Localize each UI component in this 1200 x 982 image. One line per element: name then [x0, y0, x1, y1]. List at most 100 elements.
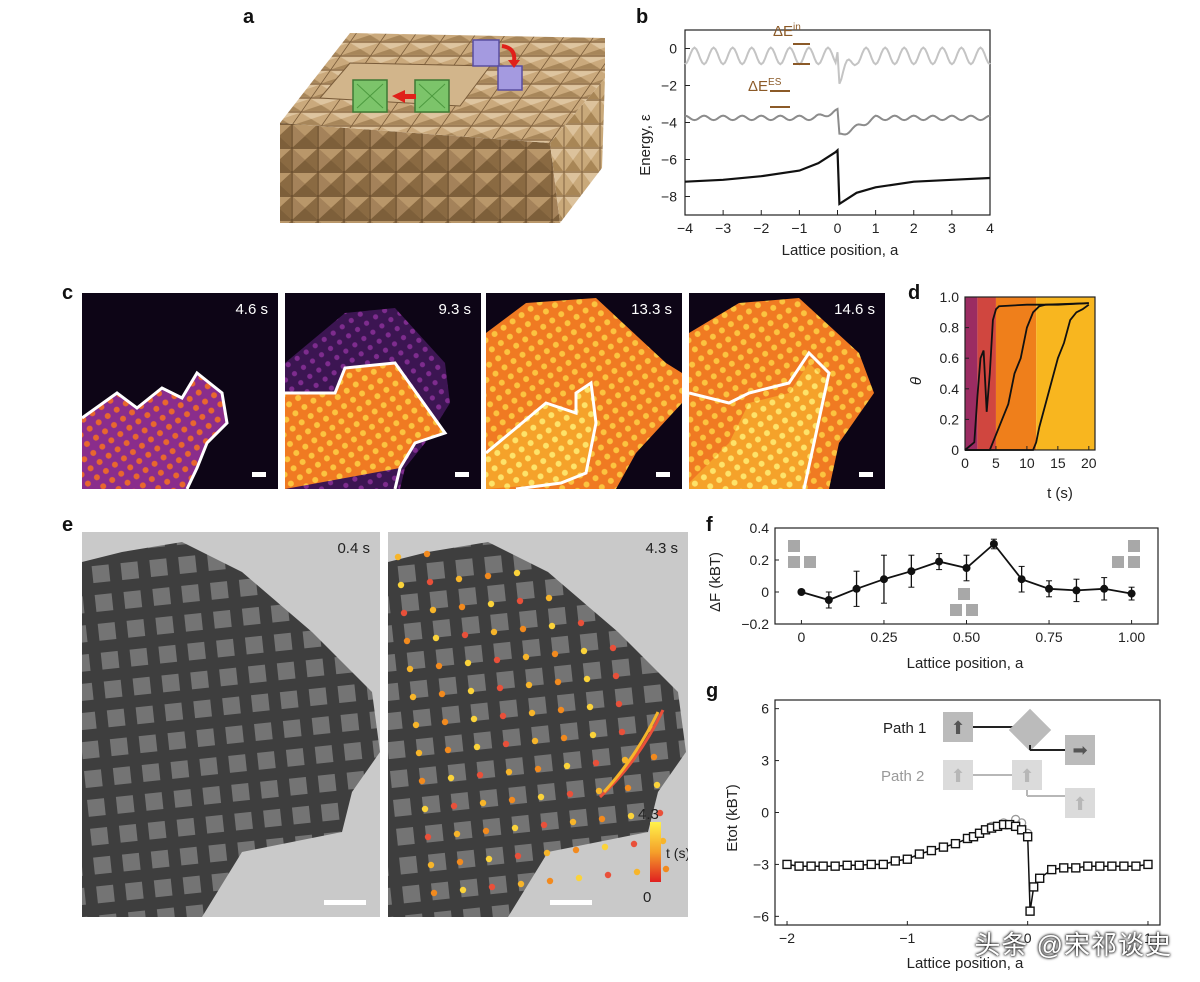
e-trajectory-dot: [499, 712, 507, 720]
e-trajectory-dot: [444, 746, 452, 754]
g-xlabel: Lattice position, a: [907, 955, 1024, 972]
scale-bar: [656, 472, 670, 477]
e-trajectory-dot: [429, 606, 437, 614]
d-ylabel: θ: [908, 377, 925, 385]
e-trajectory-dot: [537, 793, 545, 801]
e-trajectory-dot: [415, 749, 423, 757]
e-trajectory-dot: [569, 818, 577, 826]
e-trajectory-dot: [453, 830, 461, 838]
panel-label-a: a: [243, 6, 255, 28]
e-trajectory-dot: [397, 581, 405, 589]
frame-time-label: 4.6 s: [235, 301, 268, 318]
f-ylabel: ΔF (kBT): [707, 552, 724, 612]
g-data-point: [926, 845, 937, 856]
e-trajectory-dot: [441, 718, 449, 726]
e-trajectory-dot: [427, 861, 435, 869]
frame-time-label: 0.4 s: [337, 540, 370, 557]
frame-time-label: 14.6 s: [834, 301, 875, 318]
d-xtick-label: 5: [992, 455, 1000, 471]
g-xtick-label: −2: [779, 930, 795, 946]
scale-bar: [859, 472, 873, 477]
e-trajectory-dot: [455, 575, 463, 583]
e-trajectory-dot: [484, 572, 492, 580]
e-trajectory-dot: [598, 815, 606, 823]
g-ylabel: Etot (kBT): [724, 784, 741, 852]
micrograph-e2: 4.3 0 t (s) 4.3 s: [388, 532, 688, 917]
g-xtick-label: −1: [899, 930, 915, 946]
e-trajectory-dot: [618, 728, 626, 736]
g-data-point: [1034, 873, 1045, 883]
g-data-point: [1016, 825, 1027, 835]
d-xlabel: t (s): [1047, 485, 1073, 502]
g-data-point: [878, 859, 888, 870]
panel-label-d: d: [908, 282, 921, 304]
e-trajectory-dot: [545, 594, 553, 602]
b-xtick-label: 3: [948, 220, 956, 236]
colorbar-label: t (s): [666, 845, 688, 861]
d-time-band: [1036, 297, 1095, 450]
b-xtick-label: −4: [677, 220, 693, 236]
f-xtick-label: 1.00: [1118, 629, 1145, 645]
g-data-point: [854, 860, 864, 870]
e-trajectory-dot: [488, 883, 496, 891]
purple-cube: [497, 65, 523, 91]
f-data-point: [797, 588, 806, 596]
g-xtick-label: 1: [1144, 930, 1152, 946]
colorbar-max: 4.3: [638, 806, 659, 823]
f-data-point: [935, 557, 944, 566]
b-ytick-label: 0: [669, 41, 677, 57]
svg-text:⬆: ⬆: [950, 718, 965, 738]
e-trajectory-dot: [450, 802, 458, 810]
d-series-line: [965, 302, 1089, 451]
g-data-point: [1022, 832, 1033, 842]
e-trajectory-dot: [456, 858, 464, 866]
f-ytick-label: 0: [761, 584, 769, 600]
panel-label-e: e: [62, 514, 74, 536]
e-trajectory-dot: [583, 675, 591, 683]
g-data-point: [794, 861, 804, 871]
e-trajectory-dot: [479, 799, 487, 807]
e-trajectory-dot: [514, 852, 522, 860]
e-trajectory-dot: [656, 809, 664, 817]
g-data-point: [1083, 861, 1093, 871]
b-series-line: [684, 46, 991, 85]
g-data-point: [1028, 882, 1039, 892]
d-xtick-label: 15: [1050, 455, 1066, 471]
b-xtick-label: −1: [791, 220, 807, 236]
g-data-point: [1025, 906, 1035, 916]
e-trajectory-dot: [447, 774, 455, 782]
e-trajectory-dot: [650, 753, 658, 761]
free-energy-chart: 0 0.25 0.50 0.75 1.00 0.4 0.2 0 −0.2 ΔF (kBT) La…: [707, 520, 1159, 672]
e-trajectory-dot: [508, 796, 516, 804]
g-data-point: [890, 856, 901, 866]
e-trajectory-dot: [589, 731, 597, 739]
e-trajectory-dot: [563, 762, 571, 770]
e-trajectory-dot: [566, 790, 574, 798]
g-data-point: [1107, 861, 1117, 871]
scale-bar: [324, 900, 366, 905]
g-data-point: [1059, 863, 1069, 873]
g-ytick-label: −6: [753, 908, 769, 924]
d-time-band: [965, 297, 978, 450]
e-trajectory-dot: [609, 644, 617, 652]
g-ytick-label: −3: [753, 856, 769, 872]
colorbar: [650, 822, 661, 882]
frame-time-label: 13.3 s: [631, 301, 672, 318]
frame-c3: 13.3 s: [486, 293, 682, 489]
g-data-point: [830, 861, 840, 871]
f-data-point: [1127, 589, 1136, 598]
path1-diagram: ⬆ ➡: [943, 708, 1095, 765]
e-trajectory-dot: [531, 737, 539, 745]
f-data-point: [1017, 575, 1026, 584]
b-ylabel: Energy, ε: [637, 114, 654, 176]
b-xtick-label: 1: [872, 220, 880, 236]
g-data-point: [950, 838, 961, 849]
e-trajectory-dot: [511, 824, 519, 832]
e-trajectory-dot: [653, 781, 661, 789]
e-trajectory-dot: [534, 765, 542, 773]
f-data-point: [962, 564, 971, 572]
e-trajectory-dot: [421, 805, 429, 813]
d-xtick-label: 10: [1019, 455, 1035, 471]
d-xtick-label: 20: [1081, 455, 1097, 471]
e-trajectory-dot: [621, 756, 629, 764]
